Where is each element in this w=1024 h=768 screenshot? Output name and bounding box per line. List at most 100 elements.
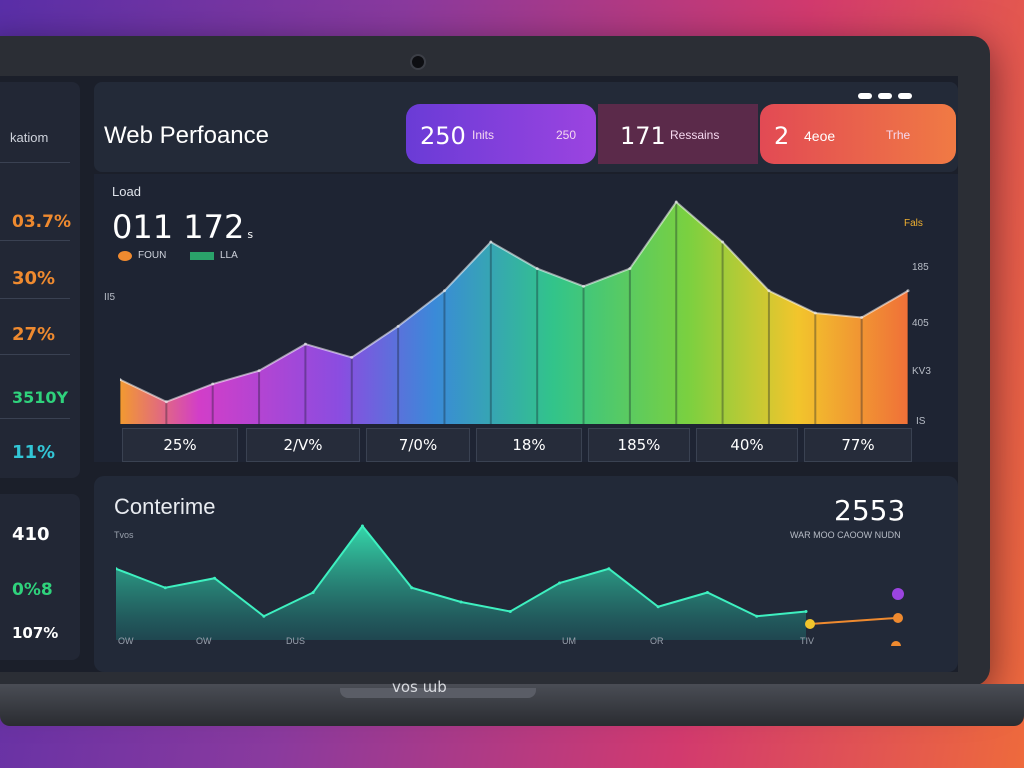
data-point[interactable] (721, 240, 725, 244)
bucket-cell[interactable]: 77% (804, 428, 912, 462)
conterime-area-chart (116, 524, 904, 646)
data-point[interactable] (120, 378, 122, 382)
metric-pill-trhe[interactable]: 2 4eoe Trhe (760, 104, 956, 164)
data-point[interactable] (459, 600, 463, 604)
data-point[interactable] (116, 567, 118, 571)
metric-pill-ressains[interactable]: 171 Ressains (598, 104, 758, 164)
right-axis-tick: 405 (912, 318, 929, 329)
data-point[interactable] (163, 586, 167, 590)
data-point[interactable] (674, 200, 678, 204)
sidebar-stat[interactable]: 0%8 (12, 580, 53, 600)
laptop-notch (340, 688, 536, 698)
area-fill (116, 526, 806, 640)
dashboard-screen: katiom 03.7% 30% 27% 3510Y 11% 410 0%8 1… (0, 76, 958, 672)
trend-point[interactable] (893, 613, 903, 623)
sidebar-stat[interactable]: 107% (12, 624, 59, 642)
bucket-cell[interactable]: 25% (122, 428, 238, 462)
x-tick-label: DUS (286, 636, 306, 646)
data-point[interactable] (558, 581, 562, 585)
sidebar-divider (0, 162, 70, 163)
data-point[interactable] (628, 267, 632, 271)
sidebar-stat[interactable]: 27% (12, 324, 56, 345)
bucket-cell[interactable]: 7/0% (366, 428, 470, 462)
sidebar-divider (0, 298, 70, 299)
legend-swatch-icon (118, 250, 132, 261)
sidebar-divider (0, 418, 70, 419)
sidebar-stat[interactable]: 11% (12, 442, 56, 463)
data-point[interactable] (211, 382, 215, 386)
bucket-cell[interactable]: 18% (476, 428, 582, 462)
data-point[interactable] (535, 267, 539, 271)
load-label: Load (112, 184, 141, 199)
data-point[interactable] (164, 400, 168, 404)
laptop-brand: vos ɯb (392, 678, 447, 696)
metric-label: Inits (472, 128, 495, 142)
data-point[interactable] (360, 524, 364, 528)
data-point[interactable] (396, 324, 400, 328)
bucket-cell[interactable]: 2/V% (246, 428, 360, 462)
legend-swatch-icon (190, 251, 214, 260)
conterime-headline: 2553 (834, 494, 906, 527)
bucket-cell[interactable]: 185% (588, 428, 690, 462)
right-axis-tick: KV3 (912, 366, 931, 377)
data-point[interactable] (860, 315, 864, 319)
left-axis-tick: II5 (104, 292, 116, 303)
data-point[interactable] (508, 610, 512, 613)
sidebar-stat[interactable]: 30% (12, 268, 56, 289)
data-point[interactable] (755, 614, 759, 618)
data-point[interactable] (906, 289, 910, 293)
data-point[interactable] (303, 342, 307, 346)
data-point[interactable] (489, 240, 493, 244)
sidebar-stat[interactable]: 3510Y (12, 388, 69, 407)
legend-label: FOUN (138, 250, 167, 261)
sidebar-stat[interactable]: 410 (12, 524, 50, 545)
data-point[interactable] (257, 369, 261, 373)
metric-value: 171 (620, 122, 666, 150)
metric-value: 250 (420, 122, 466, 150)
data-point[interactable] (311, 591, 315, 594)
data-point[interactable] (582, 284, 586, 288)
series-line (120, 200, 909, 403)
data-point[interactable] (767, 289, 771, 293)
sidebar: katiom 03.7% 30% 27% 3510Y 11% (0, 82, 80, 478)
data-point[interactable] (705, 591, 709, 594)
metric-label: 4eoe (804, 128, 836, 144)
webcam-icon (410, 54, 426, 70)
bucket-cell[interactable]: 40% (696, 428, 798, 462)
metric-value: 2 (774, 122, 790, 150)
x-tick-label: OW (196, 636, 212, 646)
data-point[interactable] (804, 610, 808, 613)
x-tick-label: OW (118, 636, 134, 646)
sidebar-lower: 410 0%8 107% (0, 494, 80, 660)
metric-label: Ressains (670, 128, 720, 142)
data-point[interactable] (442, 289, 446, 293)
data-point[interactable] (410, 586, 414, 590)
data-point[interactable] (262, 614, 266, 618)
data-point[interactable] (607, 567, 611, 571)
trend-line (809, 617, 897, 625)
conterime-title: Conterime (114, 494, 216, 519)
sidebar-title: katiom (10, 130, 49, 145)
right-axis-tick: IS (916, 416, 926, 427)
metric-pill-inits[interactable]: 250 Inits 250 (406, 104, 596, 164)
load-area-chart (120, 200, 910, 424)
data-point[interactable] (813, 311, 817, 315)
data-point[interactable] (656, 605, 660, 609)
conterime-note: WAR MOO CAOOW NUDN (790, 530, 901, 540)
load-value-number: 011 172 (112, 208, 245, 246)
more-options-icon[interactable] (858, 86, 918, 104)
marker-point[interactable] (891, 641, 901, 646)
sidebar-stat[interactable]: 03.7% (12, 212, 71, 232)
marker-point[interactable] (892, 588, 904, 600)
data-point[interactable] (213, 576, 217, 580)
conterime-series (116, 524, 808, 640)
data-point[interactable] (350, 355, 354, 359)
laptop-base (0, 684, 1024, 726)
load-unit: s (247, 228, 254, 241)
sidebar-divider (0, 354, 70, 355)
legend-item: FOUN (118, 250, 166, 261)
metric-label: Trhe (886, 128, 911, 142)
right-axis-title: Fals (904, 218, 923, 229)
x-tick-label: TIV (800, 636, 815, 646)
trend-point[interactable] (805, 619, 815, 629)
